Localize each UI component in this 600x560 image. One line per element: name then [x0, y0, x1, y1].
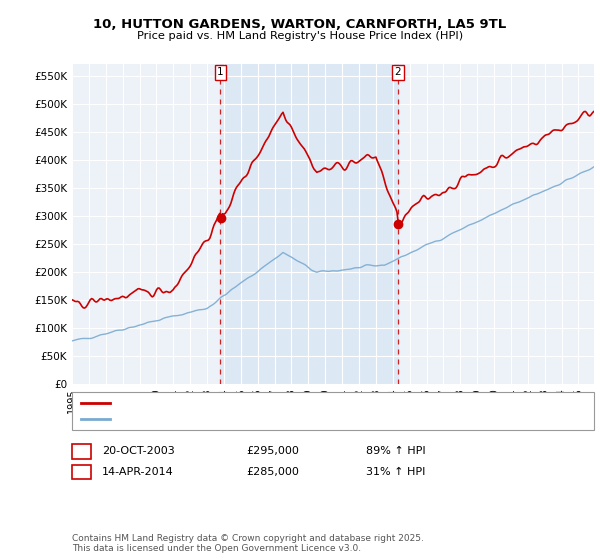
Bar: [220, 64, 398, 384]
Text: £285,000: £285,000: [246, 466, 299, 477]
Text: Price paid vs. HM Land Registry's House Price Index (HPI): Price paid vs. HM Land Registry's House …: [137, 31, 463, 41]
Text: 20-OCT-2003: 20-OCT-2003: [102, 446, 175, 456]
Text: 2: 2: [78, 466, 85, 477]
Text: 2: 2: [394, 67, 401, 77]
Text: 10, HUTTON GARDENS, WARTON, CARNFORTH, LA5 9TL (detached house): 10, HUTTON GARDENS, WARTON, CARNFORTH, L…: [116, 398, 499, 408]
Text: 89% ↑ HPI: 89% ↑ HPI: [366, 446, 425, 456]
Text: HPI: Average price, detached house, Lancaster: HPI: Average price, detached house, Lanc…: [116, 414, 360, 424]
Text: 31% ↑ HPI: 31% ↑ HPI: [366, 466, 425, 477]
Text: 14-APR-2014: 14-APR-2014: [102, 466, 174, 477]
Text: 10, HUTTON GARDENS, WARTON, CARNFORTH, LA5 9TL: 10, HUTTON GARDENS, WARTON, CARNFORTH, L…: [94, 18, 506, 31]
Text: £295,000: £295,000: [246, 446, 299, 456]
Text: Contains HM Land Registry data © Crown copyright and database right 2025.
This d: Contains HM Land Registry data © Crown c…: [72, 534, 424, 553]
Text: 1: 1: [217, 67, 224, 77]
Text: 1: 1: [78, 446, 85, 456]
